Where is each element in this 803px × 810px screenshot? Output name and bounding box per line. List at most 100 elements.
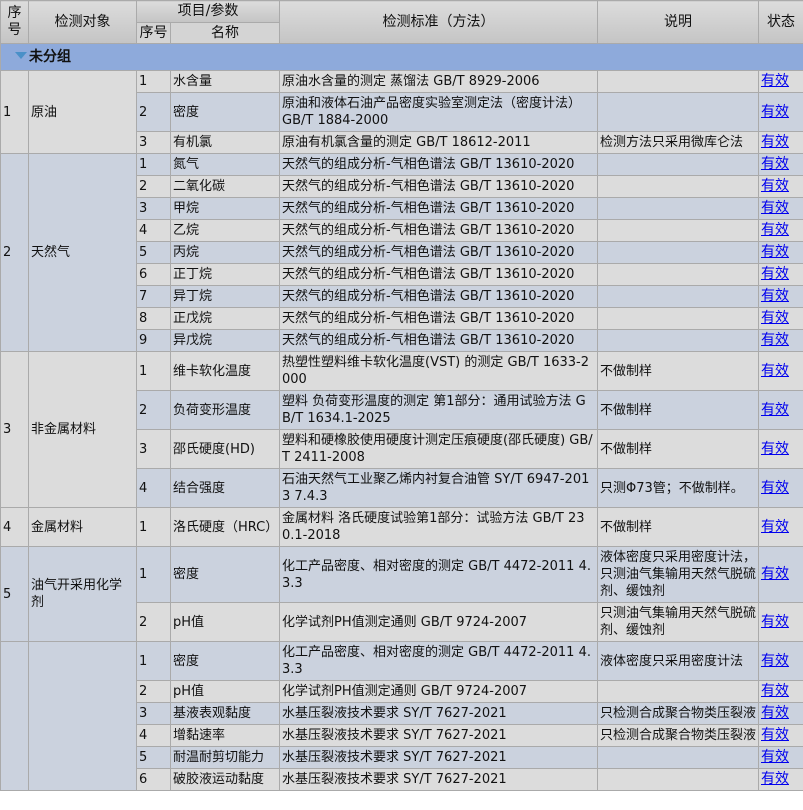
note-cell: 只测Φ73管；不做制样。 [597,468,759,508]
col-header-item-group: 项目/参数 [136,0,280,23]
col-header-standard[interactable]: 检测标准（方法） [279,0,598,44]
status-link[interactable]: 有效 [761,652,789,669]
status-cell: 有效 [758,507,803,547]
item-seq-cell: 2 [136,602,171,642]
status-cell: 有效 [758,329,803,352]
status-link[interactable]: 有效 [761,362,789,379]
table-row: 1 密度 化工产品密度、相对密度的测定 GB/T 4472-2011 4.3.3 液体… [0,641,803,791]
status-link[interactable]: 有效 [761,771,789,787]
item-seq-cell: 4 [136,219,171,242]
note-cell [597,175,759,198]
item-seq-cell: 5 [136,746,171,769]
status-cell: 有效 [758,197,803,220]
item-seq-cell: 1 [136,153,171,176]
status-link[interactable]: 有效 [761,440,789,457]
item-seq-cell: 3 [136,197,171,220]
status-link[interactable]: 有效 [761,310,789,326]
status-link[interactable]: 有效 [761,266,789,282]
item-name-cell: 结合强度 [170,468,280,508]
item-seq-cell: 3 [136,702,171,725]
group-seq-cell: 4 [0,507,29,547]
note-cell [597,92,759,132]
status-link[interactable]: 有效 [761,200,789,216]
standard-cell: 天然气的组成分析-气相色谱法 GB/T 13610-2020 [279,285,598,308]
status-link[interactable]: 有效 [761,178,789,194]
status-link[interactable]: 有效 [761,613,789,630]
status-cell: 有效 [758,351,803,391]
note-cell [597,153,759,176]
item-name-cell: 负荷变形温度 [170,390,280,430]
note-cell [597,263,759,286]
status-link[interactable]: 有效 [761,73,789,89]
status-link[interactable]: 有效 [761,401,789,418]
status-link[interactable]: 有效 [761,518,789,535]
status-cell: 有效 [758,546,803,603]
col-header-seq[interactable]: 序号 [0,0,29,44]
col-header-item-seq[interactable]: 序号 [136,22,171,44]
item-seq-cell: 6 [136,768,171,791]
note-cell [597,680,759,703]
status-link[interactable]: 有效 [761,134,789,150]
standard-cell: 天然气的组成分析-气相色谱法 GB/T 13610-2020 [279,241,598,264]
status-cell: 有效 [758,241,803,264]
group-object-cell [28,641,137,791]
status-link[interactable]: 有效 [761,288,789,304]
group-seq-cell [0,641,29,791]
note-cell [597,197,759,220]
status-cell: 有效 [758,175,803,198]
col-header-object[interactable]: 检测对象 [28,0,137,44]
standard-cell: 化工产品密度、相对密度的测定 GB/T 4472-2011 4.3.3 [279,641,598,681]
status-cell: 有效 [758,390,803,430]
col-header-item-name[interactable]: 名称 [170,22,280,44]
col-header-status[interactable]: 状态 [758,0,803,44]
item-seq-cell: 4 [136,724,171,747]
item-seq-cell: 1 [136,641,171,681]
table-row: 6 破胶液运动黏度 水基压裂液技术要求 SY/T 7627-2021 有效 [0,768,803,791]
note-cell: 液体密度只采用密度计法，只测油气集输用天然气脱硫剂、缓蚀剂 [597,546,759,603]
item-seq-cell: 3 [136,429,171,469]
table-row: 3 基液表观黏度 水基压裂液技术要求 SY/T 7627-2021 只检测合成聚合物类… [0,702,803,725]
item-name-cell: pH值 [170,680,280,703]
item-seq-cell: 2 [136,680,171,703]
group-row[interactable]: 未分组 [0,43,803,71]
status-link[interactable]: 有效 [761,222,789,238]
note-cell [597,307,759,330]
standard-cell: 水基压裂液技术要求 SY/T 7627-2021 [279,702,598,725]
standard-cell: 水基压裂液技术要求 SY/T 7627-2021 [279,746,598,769]
item-seq-cell: 5 [136,241,171,264]
status-cell: 有效 [758,702,803,725]
table-row: 4 金属材料 1 洛氏硬度（HRC） 金属材料 洛氏硬度试验第1部分：试验方法 GB/T… [0,507,803,547]
col-header-note[interactable]: 说明 [597,0,759,44]
item-seq-cell: 1 [136,546,171,603]
status-cell: 有效 [758,641,803,681]
item-seq-cell: 1 [136,507,171,547]
note-cell: 只检测合成聚合物类压裂液 [597,702,759,725]
status-link[interactable]: 有效 [761,683,789,699]
status-link[interactable]: 有效 [761,103,789,120]
status-link[interactable]: 有效 [761,727,789,743]
note-cell: 检测方法只采用微库仑法 [597,131,759,154]
collapse-triangle-icon[interactable] [15,51,27,59]
status-link[interactable]: 有效 [761,566,789,582]
item-name-cell: pH值 [170,602,280,642]
item-name-cell: 正丁烷 [170,263,280,286]
standard-cell: 天然气的组成分析-气相色谱法 GB/T 13610-2020 [279,329,598,352]
status-link[interactable]: 有效 [761,705,789,721]
standard-cell: 塑料和硬橡胶使用硬度计测定压痕硬度(邵氏硬度) GB/T 2411-2008 [279,429,598,469]
status-cell: 有效 [758,219,803,242]
group-object-cell: 金属材料 [28,507,137,547]
table-row: 6 正丁烷 天然气的组成分析-气相色谱法 GB/T 13610-2020 有效 [0,263,803,286]
status-link[interactable]: 有效 [761,244,789,260]
item-name-cell: 乙烷 [170,219,280,242]
standards-table: 序号 检测对象 项目/参数 检测标准（方法） 说明 状态 序号 名称 未分组 1… [0,0,803,791]
status-link[interactable]: 有效 [761,156,789,172]
item-seq-cell: 1 [136,70,171,93]
status-link[interactable]: 有效 [761,749,789,765]
note-cell: 不做制样 [597,507,759,547]
note-cell [597,746,759,769]
standard-cell: 化学试剂PH值测定通则 GB/T 9724-2007 [279,680,598,703]
status-link[interactable]: 有效 [761,332,789,348]
item-seq-cell: 7 [136,285,171,308]
status-link[interactable]: 有效 [761,479,789,496]
item-name-cell: 异戊烷 [170,329,280,352]
